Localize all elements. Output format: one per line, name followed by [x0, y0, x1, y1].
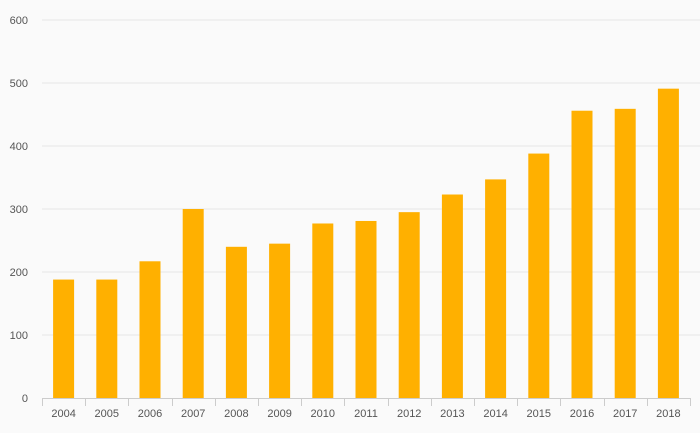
y-tick-label: 300: [10, 204, 28, 216]
bar-2013: [441, 194, 463, 398]
x-tick-label: 2008: [224, 408, 248, 420]
x-tick-label: 2016: [570, 408, 594, 420]
x-tick-label: 2007: [181, 408, 205, 420]
y-tick-label: 400: [10, 141, 28, 153]
y-tick-label: 500: [10, 78, 28, 90]
x-tick-label: 2012: [397, 408, 421, 420]
bar-2016: [571, 110, 593, 398]
x-tick-label: 2014: [483, 408, 507, 420]
bar-2012: [398, 212, 420, 398]
bars: [53, 88, 679, 399]
y-tick-label: 200: [10, 267, 28, 279]
bar-2008: [225, 246, 247, 398]
x-tick-label: 2004: [51, 408, 75, 420]
bar-2006: [139, 261, 161, 398]
y-tick-labels: 0 100 200 300 400 500 600: [10, 15, 28, 405]
y-tick-label: 0: [22, 393, 28, 405]
x-tick-label: 2015: [527, 408, 551, 420]
x-tick-label: 2005: [95, 408, 119, 420]
bar-2015: [528, 153, 550, 398]
x-tick-label: 2009: [267, 408, 291, 420]
x-tick-label: 2017: [613, 408, 637, 420]
bar-2005: [96, 279, 118, 398]
bar-2009: [269, 243, 291, 398]
x-tick-label: 2010: [311, 408, 335, 420]
y-tick-label: 100: [10, 330, 28, 342]
bar-2011: [355, 220, 377, 398]
x-tick-label: 2011: [354, 408, 378, 420]
bar-2018: [657, 88, 679, 399]
x-tick-label: 2018: [656, 408, 680, 420]
bar-2010: [312, 223, 334, 398]
bar-2004: [53, 279, 75, 398]
x-axis: [42, 398, 691, 406]
y-tick-label: 600: [10, 15, 28, 27]
bar-2017: [614, 108, 636, 398]
bar-2007: [182, 209, 204, 398]
bar-2014: [485, 179, 507, 398]
x-tick-labels: 2004 2005 2006 2007 2008 2009 2010 2011 2012 2013…: [51, 408, 680, 420]
x-tick-label: 2013: [440, 408, 464, 420]
x-tick-label: 2006: [138, 408, 162, 420]
